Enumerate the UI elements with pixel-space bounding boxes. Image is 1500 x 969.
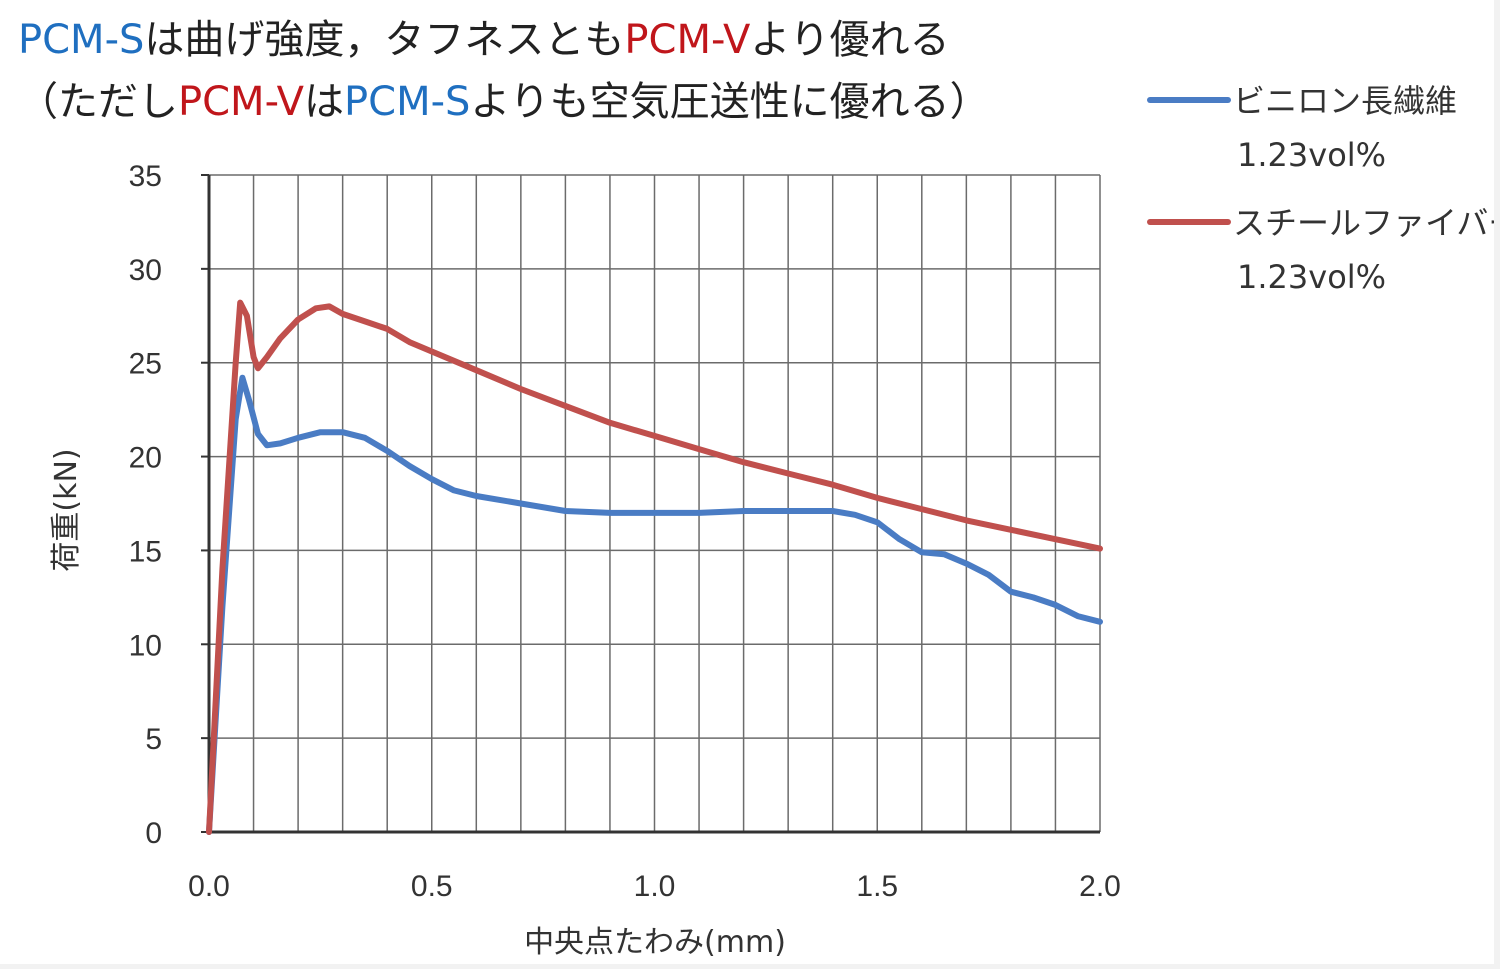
window-edge-bottom xyxy=(0,964,1500,969)
headline-line-1-segment: より優れる xyxy=(750,17,950,63)
headline-line-1: PCM-Sは曲げ強度，タフネスともPCM-Vより優れる xyxy=(18,16,950,64)
legend-label: ビニロン長繊維 xyxy=(1233,82,1457,120)
headline-line-2-segment: （ただし xyxy=(18,79,178,125)
headline-line-2: （ただしPCM-VはPCM-Sよりも空気圧送性に優れる） xyxy=(18,78,990,126)
y-tick-labels: 0 5 10 15 20 25 30 35 xyxy=(129,160,162,850)
y-tick-label: 35 xyxy=(129,160,162,193)
y-tick-label: 0 xyxy=(145,817,162,850)
x-tick-label: 1.0 xyxy=(634,870,676,903)
x-tick-labels: 0.0 0.5 1.0 1.5 2.0 xyxy=(188,870,1121,903)
y-tick-label: 10 xyxy=(129,629,162,662)
headline-line-2-segment: PCM-V xyxy=(178,79,305,125)
headline-line-2-segment: は xyxy=(304,79,345,125)
x-tick-label: 1.5 xyxy=(856,870,898,903)
legend-label: スチールファイバー xyxy=(1233,204,1500,242)
y-tick-label: 5 xyxy=(145,723,162,756)
chart-series xyxy=(206,299,1103,835)
headline-line-2-segment: よりも空気圧送性に優れる） xyxy=(470,79,990,125)
x-tick-label: 0.5 xyxy=(411,870,453,903)
headline-line-1-segment: PCM-S xyxy=(18,17,145,63)
headline-line-2-segment: PCM-S xyxy=(344,79,471,125)
y-tick-label: 15 xyxy=(129,535,162,568)
y-axis-label: 荷重(kN) xyxy=(49,448,84,571)
x-axis-label: 中央点たわみ(mm) xyxy=(524,925,786,960)
chart-legend: ビニロン長繊維 1.23vol% スチールファイバー 1.23vol% xyxy=(1147,82,1500,296)
headline-line-1-segment: は曲げ強度，タフネスとも xyxy=(144,17,625,63)
x-tick-label: 2.0 xyxy=(1079,870,1121,903)
legend-label-secondary: 1.23vol% xyxy=(1237,136,1386,174)
series-line-vinylon xyxy=(206,374,1103,835)
series-line-steel xyxy=(206,299,1103,835)
y-tick-label: 20 xyxy=(129,442,162,475)
y-tick-label: 30 xyxy=(129,254,162,287)
legend-label-secondary: 1.23vol% xyxy=(1237,258,1386,296)
window-edge-right xyxy=(1494,0,1500,969)
chart-grid xyxy=(208,174,1101,833)
chart-axes xyxy=(201,174,1100,834)
x-tick-label: 0.0 xyxy=(188,870,230,903)
headline-line-1-segment: PCM-V xyxy=(624,17,751,63)
y-tick-label: 25 xyxy=(129,348,162,381)
